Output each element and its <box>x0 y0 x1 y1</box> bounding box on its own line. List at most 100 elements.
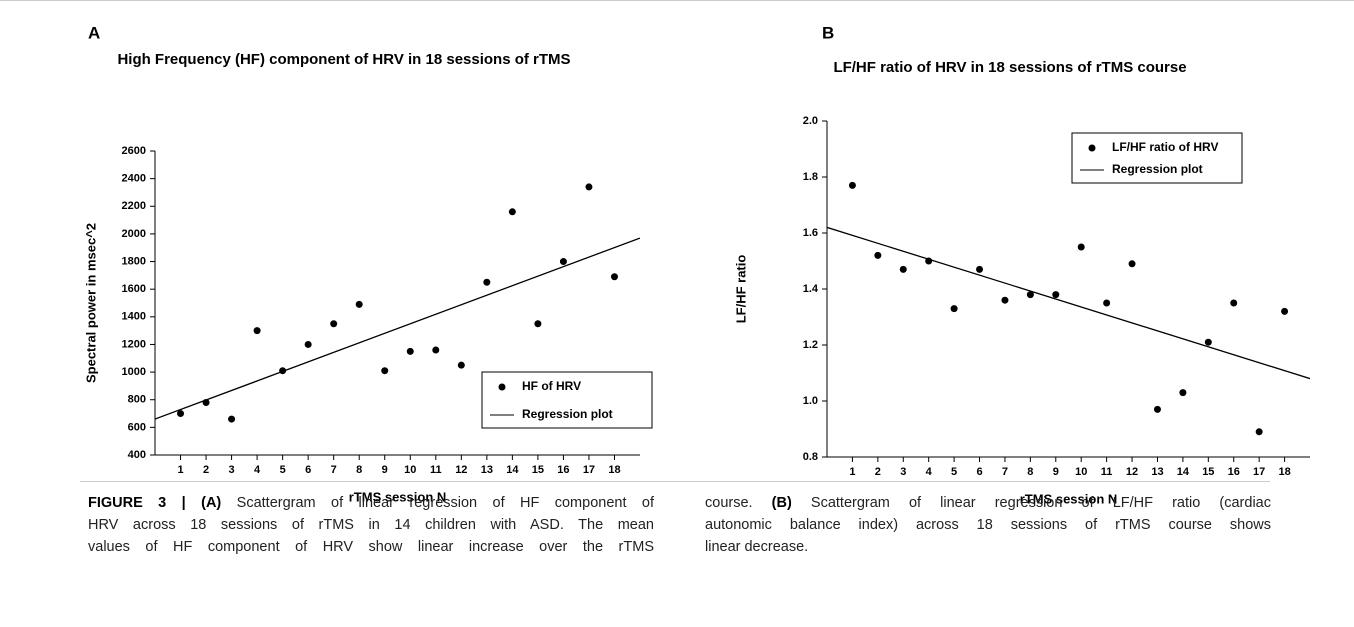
data-point <box>899 265 907 273</box>
x-tick-label: 18 <box>1278 466 1290 478</box>
y-tick-label: 1.8 <box>803 171 818 183</box>
legend-box <box>481 371 653 429</box>
y-tick-label: 1000 <box>122 366 146 378</box>
x-tick-label: 18 <box>608 464 620 476</box>
y-axis-label: Spectral power in msec^2 <box>83 223 98 383</box>
caption-rule <box>80 481 1270 482</box>
data-point <box>177 410 185 418</box>
data-point <box>1255 428 1263 436</box>
caption-text: autonomic balance index) across 18 sessi… <box>705 517 1271 533</box>
data-point <box>483 278 491 286</box>
data-point <box>304 340 312 348</box>
legend-label: Regression plot <box>1112 162 1203 176</box>
data-point <box>976 265 984 273</box>
data-point <box>950 305 958 313</box>
x-tick-label: 5 <box>280 464 286 476</box>
data-point <box>610 273 618 281</box>
caption-line: values of HF component of HRV show linea… <box>88 536 654 558</box>
data-point <box>585 183 593 191</box>
caption-line: linear decrease. <box>705 536 1271 558</box>
x-tick-label: 13 <box>1151 466 1163 478</box>
x-tick-label: 12 <box>1126 466 1138 478</box>
x-tick-label: 4 <box>926 466 933 478</box>
y-tick-label: 2600 <box>122 145 146 157</box>
data-point <box>1052 291 1060 299</box>
y-tick-label: 600 <box>128 421 146 433</box>
y-tick-label: 1200 <box>122 338 146 350</box>
caption-text: FIGURE 3 | (A) <box>88 495 222 511</box>
x-tick-label: 8 <box>356 464 362 476</box>
y-tick-label: 1.6 <box>803 227 818 239</box>
x-tick-label: 17 <box>1253 466 1265 478</box>
x-axis-label: rTMS session N <box>1020 491 1118 506</box>
x-tick-label: 2 <box>875 466 881 478</box>
legend-box <box>1071 132 1243 184</box>
data-point <box>1001 296 1009 304</box>
x-tick-label: 17 <box>583 464 595 476</box>
y-tick-label: 1600 <box>122 283 146 295</box>
y-tick-label: 800 <box>128 394 146 406</box>
caption-text: Scattergram of linear regression of HF c… <box>221 495 654 511</box>
data-point <box>1128 260 1136 268</box>
data-point <box>457 361 465 369</box>
data-point <box>253 327 261 335</box>
x-tick-label: 7 <box>1002 466 1008 478</box>
chart-title: LF/HF ratio of HRV in 18 sessions of rTM… <box>833 59 1186 76</box>
caption-left: FIGURE 3 | (A) Scattergram of linear reg… <box>88 492 654 558</box>
x-tick-label: 7 <box>331 464 337 476</box>
caption-line: FIGURE 3 | (A) Scattergram of linear reg… <box>88 492 654 514</box>
caption-text: (B) <box>771 495 792 511</box>
y-tick-label: 0.8 <box>803 451 818 463</box>
data-point <box>559 258 567 266</box>
regression-line <box>827 226 1310 380</box>
x-tick-label: 3 <box>900 466 906 478</box>
x-tick-label: 15 <box>1202 466 1214 478</box>
data-point <box>508 208 516 216</box>
data-point <box>1026 291 1034 299</box>
y-tick-label: 1400 <box>122 311 146 323</box>
regression-line <box>155 237 640 420</box>
data-point <box>1281 307 1289 315</box>
x-tick-label: 2 <box>203 464 209 476</box>
x-tick-label: 9 <box>1053 466 1059 478</box>
caption-line: HRV across 18 sessions of rTMS in 14 chi… <box>88 514 654 536</box>
chart-title: High Frequency (HF) component of HRV in … <box>117 51 570 68</box>
data-point <box>1179 389 1187 397</box>
caption-text: values of HF component of HRV show linea… <box>88 539 654 555</box>
x-tick-label: 10 <box>404 464 416 476</box>
data-point <box>330 320 338 328</box>
caption-text: Scattergram of linear regression of LF/H… <box>791 495 1271 511</box>
y-tick-label: 2200 <box>122 200 146 212</box>
data-point <box>432 346 440 354</box>
x-tick-label: 6 <box>305 464 311 476</box>
x-tick-label: 15 <box>532 464 544 476</box>
panel-label: A <box>88 23 100 42</box>
data-point <box>874 251 882 259</box>
caption-text: HRV across 18 sessions of rTMS in 14 chi… <box>88 517 654 533</box>
caption-text: course. <box>705 495 772 511</box>
legend-marker <box>1088 144 1096 152</box>
legend-label: Regression plot <box>522 407 613 421</box>
x-tick-label: 6 <box>976 466 982 478</box>
data-point <box>1230 299 1238 307</box>
data-point <box>381 367 389 375</box>
x-tick-label: 3 <box>229 464 235 476</box>
x-tick-label: 8 <box>1027 466 1033 478</box>
x-tick-label: 14 <box>1177 466 1190 478</box>
panel-label: B <box>822 23 834 42</box>
x-tick-label: 9 <box>382 464 388 476</box>
x-axis-label: rTMS session N <box>349 489 447 504</box>
data-point <box>1103 299 1111 307</box>
top-border <box>0 0 1354 1</box>
data-point <box>848 181 856 189</box>
legend-label: LF/HF ratio of HRV <box>1112 140 1218 154</box>
y-axis-label: LF/HF ratio <box>733 255 748 324</box>
caption-right: course. (B) Scattergram of linear regres… <box>705 492 1271 558</box>
x-tick-label: 14 <box>506 464 519 476</box>
y-tick-label: 2400 <box>122 173 146 185</box>
x-tick-label: 13 <box>481 464 493 476</box>
x-tick-label: 1 <box>177 464 183 476</box>
x-tick-label: 12 <box>455 464 467 476</box>
